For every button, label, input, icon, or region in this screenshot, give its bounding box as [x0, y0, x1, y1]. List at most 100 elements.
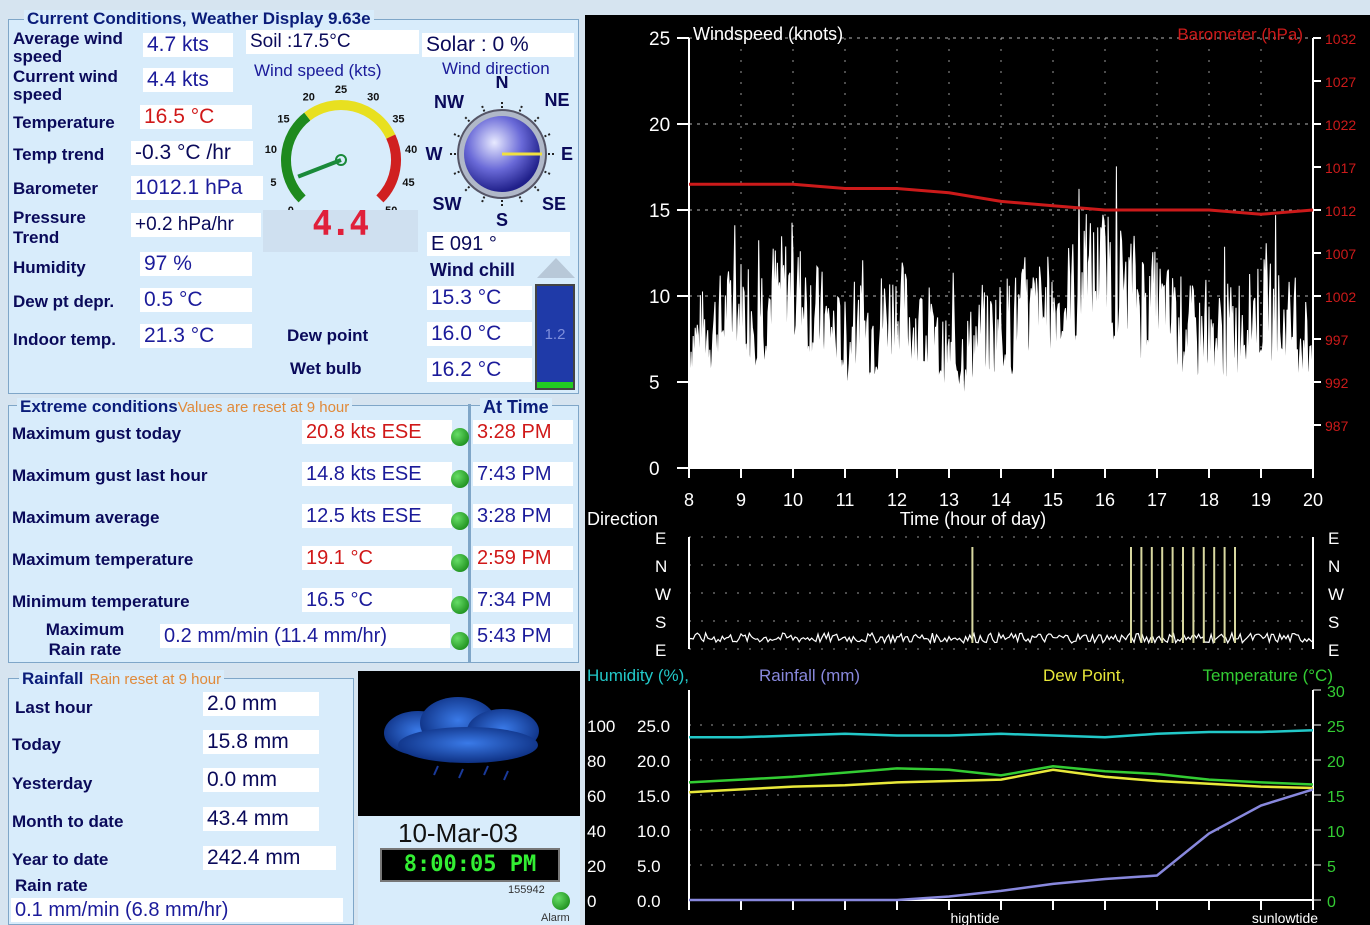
indoor-temp-value: 21.3 °C	[140, 324, 252, 348]
gauge-tick-label: 40	[405, 144, 417, 156]
gauge-arc	[304, 100, 396, 139]
extremes-divider	[468, 404, 471, 662]
wet-bulb-label: Wet bulb	[290, 359, 362, 378]
wind-y-tick-label: 15	[649, 201, 670, 222]
baro-chart-title: Barometer (hPa)	[1177, 25, 1303, 44]
time-display-value: 8:00:05 PM	[403, 852, 537, 877]
direction-y-tick-label-right: S	[1328, 613, 1339, 632]
extreme-indicator-icon[interactable]	[451, 470, 469, 488]
time-axis-label: Time (hour of day)	[900, 509, 1046, 529]
baro-y-tick-label: 1027	[1325, 74, 1356, 90]
wind-chart-title: Windspeed (knots)	[693, 24, 843, 44]
extremes-title: Extreme conditionsValues are reset at 9 …	[17, 397, 353, 417]
rain-chart-title: Rainfall (mm)	[759, 666, 860, 685]
dew-point-value: 16.0 °C	[427, 322, 532, 346]
rain-tick-label: 25.0	[637, 717, 670, 736]
direction-y-tick-label: E	[655, 641, 666, 660]
compass-tick	[464, 185, 471, 192]
pressure-trend-label: Pressure Trend	[13, 208, 86, 247]
temp-tick-label: 25	[1327, 719, 1345, 736]
compass-tick	[544, 170, 551, 175]
wind-direction-label: Wind direction	[442, 59, 550, 78]
rain-last-hour-value: 2.0 mm	[203, 692, 319, 716]
solar-value: Solar : 0 %	[422, 33, 574, 57]
rain-tick-label: 0.0	[637, 892, 661, 911]
extreme-value: 19.1 °C	[302, 546, 452, 570]
rainfall-title: Rainfall Rain reset at 9 hour	[19, 670, 225, 689]
extreme-value: 14.8 kts ESE	[302, 462, 452, 486]
temp-trend-label: Temp trend	[13, 145, 105, 164]
indoor-temp-label: Indoor temp.	[13, 330, 116, 349]
extreme-label: Maximum temperature	[12, 550, 194, 569]
rain-month-value: 43.4 mm	[203, 807, 319, 831]
uv-bar: 1.2	[535, 284, 575, 390]
rain-today-label: Today	[12, 735, 61, 754]
dew-point-label: Dew point	[287, 326, 369, 345]
wind-x-tick-label: 18	[1199, 490, 1219, 510]
gauge-tick-label: 25	[335, 84, 347, 96]
gauge-tick-label: 5	[270, 177, 276, 189]
rainfall-series	[689, 788, 1314, 902]
compass-tick	[464, 116, 471, 123]
avg-wind-label: Average wind speed	[13, 29, 123, 66]
direction-y-tick-label-right: E	[1328, 641, 1339, 660]
extreme-indicator-icon[interactable]	[451, 632, 469, 650]
wind-x-tick-label: 8	[684, 490, 694, 510]
compass-tick	[481, 105, 486, 112]
temperature-label: Temperature	[13, 113, 115, 132]
at-time-label: At Time	[480, 398, 552, 416]
gauge-arc	[376, 134, 401, 203]
direction-y-tick-label: N	[655, 557, 667, 576]
extreme-indicator-icon[interactable]	[451, 428, 469, 446]
compass-tick	[518, 105, 523, 112]
baro-y-tick-label: 1007	[1325, 246, 1356, 262]
avg-wind-value: 4.7 kts	[143, 33, 233, 57]
temp-chart-title: Temperature (°C)	[1202, 666, 1333, 685]
compass-label: E	[561, 144, 573, 164]
barometer-value: 1012.1 hPa	[131, 176, 263, 200]
current-conditions-title: Current Conditions, Weather Display 9.63…	[24, 10, 374, 28]
extreme-time: 7:43 PM	[473, 462, 573, 486]
wind-x-tick-label: 12	[887, 490, 907, 510]
humidity-tick-label: 20	[587, 857, 606, 876]
temp-tick-label: 0	[1327, 894, 1336, 911]
humidity-tick-label: 60	[587, 787, 606, 806]
dew-chart-title: Dew Point,	[1043, 666, 1125, 685]
baro-y-tick-label: 987	[1325, 418, 1349, 434]
baro-y-tick-label: 1002	[1325, 289, 1356, 305]
barometer-series	[689, 182, 1314, 216]
baro-y-tick-label: 1032	[1325, 31, 1356, 47]
humidity-chart-title: Humidity (%),	[587, 666, 689, 685]
gauge-digital-value: 4.4	[312, 204, 369, 244]
wind-x-tick-label: 15	[1043, 490, 1063, 510]
alarm-label: Alarm	[541, 912, 570, 924]
wind-speed-gauge-label: Wind speed (kts)	[254, 61, 382, 80]
extreme-indicator-icon[interactable]	[451, 512, 469, 530]
extremes-title-text: Extreme conditions	[20, 397, 178, 416]
temp-trend-value: -0.3 °C /hr	[131, 141, 253, 165]
extremes-panel	[8, 405, 579, 663]
rain-rate-label: Rain rate	[15, 876, 88, 895]
rainfall-subtitle: Rain reset at 9 hour	[89, 671, 222, 688]
extreme-indicator-icon[interactable]	[451, 554, 469, 572]
alarm-indicator-icon[interactable]	[552, 892, 570, 910]
extreme-time: 2:59 PM	[473, 546, 573, 570]
compass-label: SW	[433, 194, 462, 214]
direction-y-tick-label-right: W	[1328, 585, 1344, 604]
graphs-canvas: 0510152025987992997100210071012101710221…	[587, 24, 1356, 925]
extreme-time: 5:43 PM	[473, 624, 573, 648]
compass-label: W	[426, 144, 443, 164]
rain-tick-label: 20.0	[637, 752, 670, 771]
uv-bar-fill	[537, 382, 573, 388]
extreme-label: Minimum temperature	[12, 592, 190, 611]
extreme-value: 12.5 kts ESE	[302, 504, 452, 528]
barometer-label: Barometer	[13, 179, 99, 198]
graphs-panel: 0 5 10 15 20 25 987 992 997 1002 1007 1012 1017 1022 1…	[585, 15, 1370, 925]
compass-label: SE	[542, 194, 566, 214]
rain-today-value: 15.8 mm	[203, 730, 319, 754]
temp-tick-label: 5	[1327, 859, 1336, 876]
extreme-indicator-icon[interactable]	[451, 596, 469, 614]
humidity-label: Humidity	[13, 258, 86, 277]
gauge-needle	[297, 158, 342, 179]
rain-last-hour-label: Last hour	[15, 698, 93, 717]
